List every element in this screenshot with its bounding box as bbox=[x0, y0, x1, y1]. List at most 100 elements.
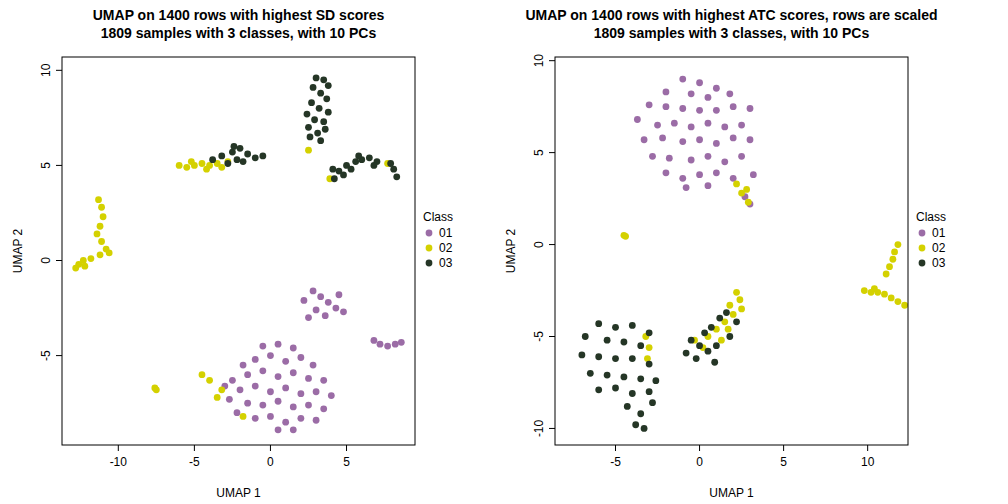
point bbox=[688, 157, 695, 164]
y-tick bbox=[549, 152, 555, 153]
point bbox=[209, 156, 216, 163]
point bbox=[696, 107, 703, 114]
y-tick bbox=[56, 165, 62, 166]
legend-swatch bbox=[426, 230, 433, 237]
point bbox=[275, 341, 282, 348]
point bbox=[72, 265, 79, 272]
point bbox=[259, 343, 266, 350]
x-tick bbox=[867, 445, 868, 451]
point bbox=[252, 154, 259, 161]
point bbox=[634, 116, 641, 123]
point bbox=[652, 377, 659, 384]
point bbox=[861, 287, 868, 294]
point bbox=[259, 367, 266, 374]
subtitle: 1809 samples with 3 classes, with 10 PCs bbox=[594, 25, 870, 41]
point bbox=[240, 362, 247, 369]
point bbox=[98, 238, 105, 245]
point bbox=[384, 343, 391, 350]
point bbox=[705, 182, 712, 189]
point bbox=[641, 136, 648, 143]
frame bbox=[62, 57, 415, 445]
background bbox=[0, 0, 1008, 504]
x-axis-label: UMAP 1 bbox=[709, 486, 754, 500]
point bbox=[267, 352, 274, 359]
point bbox=[646, 388, 653, 395]
x-tick bbox=[615, 445, 616, 451]
point bbox=[325, 299, 332, 306]
point bbox=[301, 297, 308, 304]
point bbox=[745, 199, 752, 206]
point bbox=[320, 118, 327, 125]
point bbox=[612, 385, 619, 392]
legend-title: Class bbox=[423, 210, 453, 224]
point bbox=[743, 186, 750, 193]
y-tick bbox=[56, 260, 62, 261]
point bbox=[708, 324, 715, 331]
point bbox=[244, 151, 251, 158]
point bbox=[721, 123, 728, 130]
point bbox=[679, 175, 686, 182]
x-tick-label: 5 bbox=[343, 455, 350, 469]
point bbox=[81, 263, 88, 270]
title: UMAP on 1400 rows with highest SD scores bbox=[93, 7, 385, 23]
point bbox=[629, 355, 636, 362]
point bbox=[313, 388, 320, 395]
point bbox=[311, 116, 318, 123]
point bbox=[730, 311, 737, 318]
points bbox=[72, 75, 404, 434]
point bbox=[188, 158, 195, 165]
point bbox=[390, 166, 397, 173]
legend-label: 03 bbox=[439, 256, 453, 270]
y-tick bbox=[549, 60, 555, 61]
point bbox=[320, 377, 327, 384]
point bbox=[738, 122, 745, 129]
point bbox=[612, 324, 619, 331]
point bbox=[595, 386, 602, 393]
point bbox=[275, 373, 282, 380]
point bbox=[726, 90, 733, 97]
point bbox=[297, 415, 304, 422]
point bbox=[244, 371, 251, 378]
point bbox=[305, 402, 312, 409]
y-tick-label: -10 bbox=[532, 419, 546, 437]
point bbox=[199, 371, 206, 378]
point bbox=[313, 75, 320, 82]
point bbox=[696, 79, 703, 86]
point bbox=[718, 337, 725, 344]
point bbox=[738, 306, 745, 313]
point bbox=[595, 320, 602, 327]
point bbox=[587, 370, 594, 377]
point bbox=[716, 315, 723, 322]
point bbox=[252, 383, 259, 390]
point bbox=[595, 353, 602, 360]
point bbox=[886, 263, 893, 270]
point bbox=[730, 135, 737, 142]
point bbox=[696, 136, 703, 143]
point bbox=[750, 171, 757, 178]
point bbox=[683, 350, 690, 357]
y-tick bbox=[56, 70, 62, 71]
point bbox=[290, 345, 297, 352]
point bbox=[355, 153, 362, 160]
point bbox=[317, 90, 324, 97]
point bbox=[317, 293, 324, 300]
point bbox=[340, 308, 347, 315]
point bbox=[328, 392, 335, 399]
point bbox=[183, 164, 190, 171]
point bbox=[705, 348, 712, 355]
point bbox=[641, 425, 648, 432]
point bbox=[218, 164, 225, 171]
point bbox=[282, 419, 289, 426]
point bbox=[340, 172, 347, 179]
point bbox=[218, 386, 225, 393]
point bbox=[646, 344, 653, 351]
point bbox=[199, 160, 206, 167]
point bbox=[88, 255, 95, 262]
point bbox=[733, 289, 740, 296]
point bbox=[895, 241, 902, 248]
point bbox=[305, 147, 312, 154]
panel: UMAP on 1400 rows with highest ATC score… bbox=[504, 7, 946, 500]
point bbox=[629, 390, 636, 397]
point bbox=[679, 138, 686, 145]
point bbox=[259, 153, 266, 160]
